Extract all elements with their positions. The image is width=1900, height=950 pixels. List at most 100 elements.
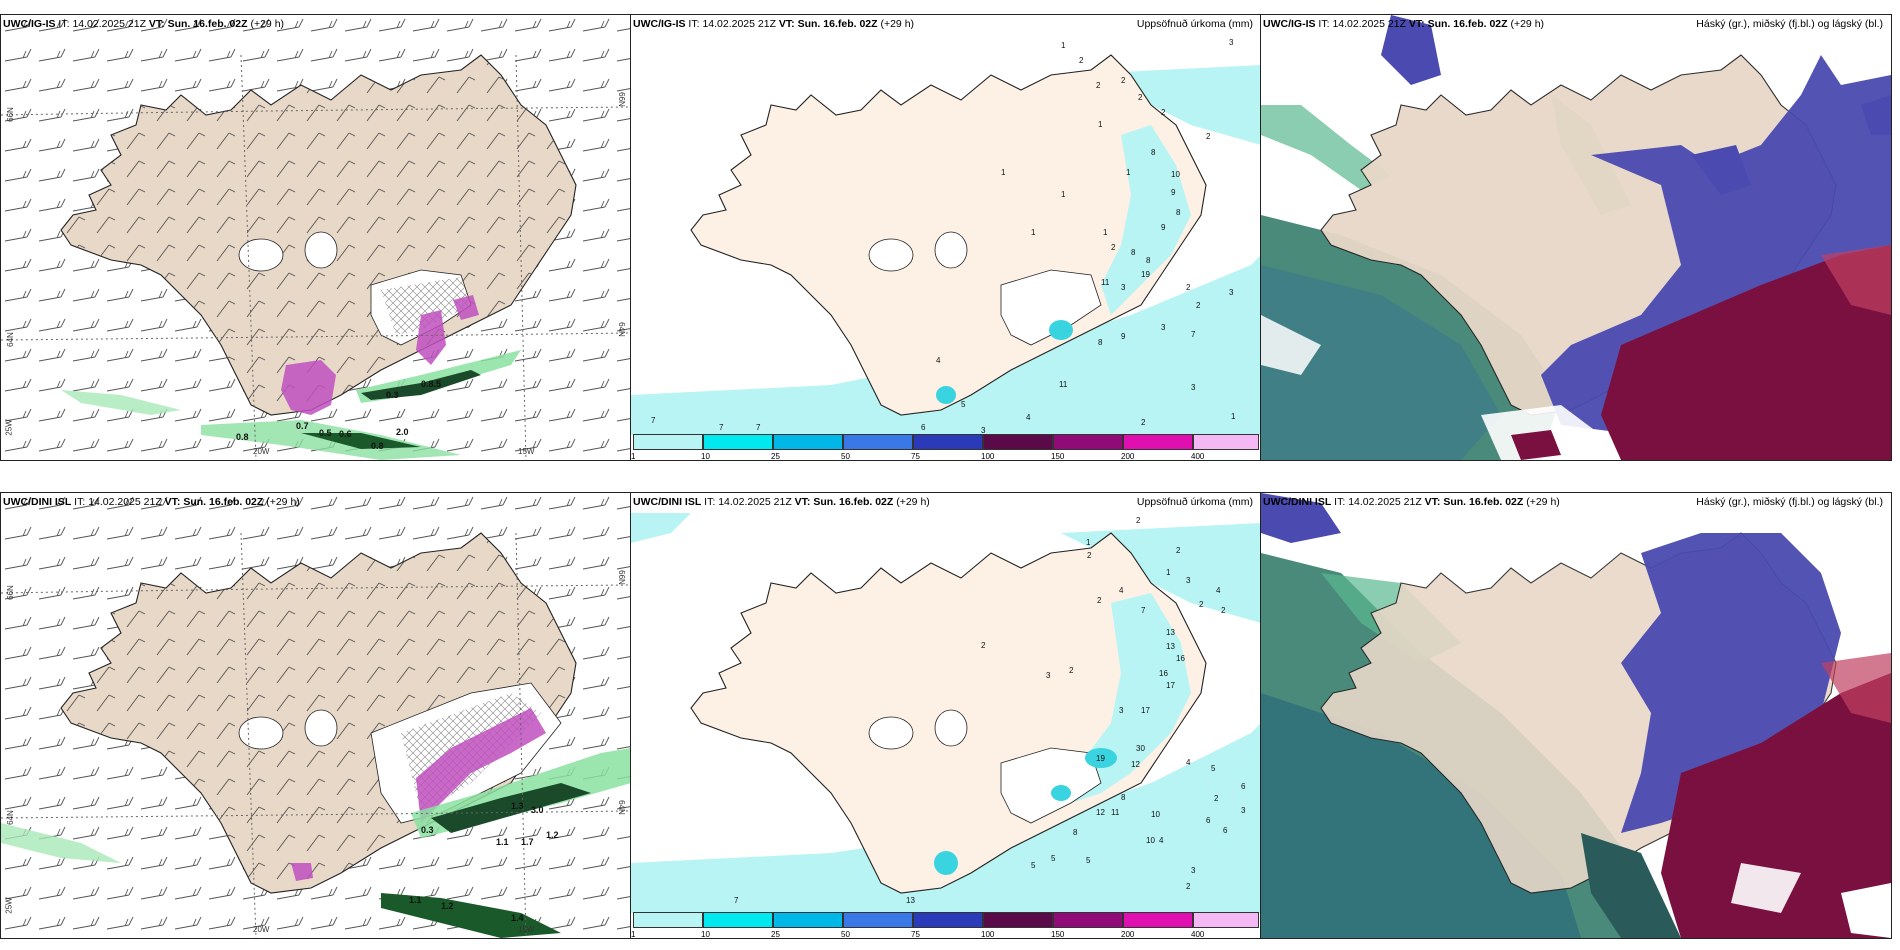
svg-text:12: 12 — [1096, 808, 1105, 817]
svg-text:1: 1 — [1061, 41, 1066, 50]
colorbar: 1 10 25 50 75 100 150 200 400 — [631, 910, 1261, 938]
lon-label: 25W — [4, 419, 14, 436]
svg-text:10: 10 — [1146, 836, 1155, 845]
svg-text:4: 4 — [936, 356, 941, 365]
lat-label: 66N — [617, 570, 627, 585]
svg-text:7: 7 — [734, 896, 739, 905]
wind-label: 0.3 — [386, 390, 399, 400]
svg-text:8: 8 — [1098, 338, 1103, 347]
svg-text:9: 9 — [1161, 223, 1166, 232]
svg-text:3: 3 — [1229, 38, 1234, 47]
svg-text:8: 8 — [1121, 793, 1126, 802]
svg-text:1: 1 — [1103, 228, 1108, 237]
svg-text:6: 6 — [1241, 782, 1246, 791]
svg-text:2: 2 — [1079, 56, 1084, 65]
precip-map: 3 1 2 2 2 2 2 2 1 8 10 9 8 9 8 1 1 1 1 2… — [631, 38, 1261, 435]
svg-text:2: 2 — [1141, 418, 1146, 427]
wind-label: 1.7 — [521, 837, 534, 847]
wind-label: 1.1 — [409, 895, 422, 905]
wind-label: 0.8 — [371, 441, 384, 451]
svg-text:13: 13 — [1166, 628, 1175, 637]
lat-label: 66N — [5, 585, 15, 600]
svg-text:5: 5 — [1086, 856, 1091, 865]
wind-label: 0.5 — [319, 428, 332, 438]
svg-text:3: 3 — [1121, 283, 1126, 292]
svg-text:3: 3 — [1046, 671, 1051, 680]
svg-text:4: 4 — [1159, 836, 1164, 845]
svg-text:13: 13 — [1166, 642, 1175, 651]
svg-text:2: 2 — [1111, 243, 1116, 252]
wind-panel-row1: UWC/IG-IS IT: 14.02.2025 21Z VT: Sun. 16… — [0, 14, 632, 461]
svg-text:2: 2 — [1087, 551, 1092, 560]
svg-text:2: 2 — [1161, 108, 1166, 117]
precip-panel-row1: UWC/IG-IS IT: 14.02.2025 21Z VT: Sun. 16… — [630, 14, 1262, 461]
wind-map: 0.8 0.5 0.6 0.7 0.8 2.0 0.3 0.8.5 — [1, 15, 631, 460]
panel-header: UWC/DINI ISL IT: 14.02.2025 21Z VT: Sun.… — [1263, 496, 1560, 508]
svg-text:2: 2 — [1199, 600, 1204, 609]
svg-text:1: 1 — [1166, 568, 1171, 577]
svg-text:19: 19 — [1141, 270, 1150, 279]
svg-text:5: 5 — [961, 400, 966, 409]
svg-text:1: 1 — [1098, 120, 1103, 129]
wind-label: 0.8 — [236, 432, 249, 442]
panel-header: UWC/DINI ISL IT: 14.02.2025 21Z VT: Sun.… — [633, 496, 930, 508]
svg-text:4: 4 — [1216, 586, 1221, 595]
wind-label: 2.0 — [396, 427, 409, 437]
wind-label: 0.8.5 — [421, 379, 441, 389]
panel-title: Uppsöfnuð úrkoma (mm) — [1136, 496, 1253, 508]
svg-text:2: 2 — [1186, 882, 1191, 891]
svg-text:11: 11 — [1059, 380, 1068, 389]
panel-title: Uppsöfnuð úrkoma (mm) — [1136, 18, 1253, 30]
svg-text:1: 1 — [1001, 168, 1006, 177]
wind-label: 1.2 — [441, 901, 454, 911]
svg-text:11: 11 — [1111, 808, 1120, 817]
wind-label: 3.0 — [531, 805, 544, 815]
lat-label: 64N — [5, 332, 15, 347]
panel-title: Háský (gr.), miðský (fj.bl.) og lágský (… — [1696, 18, 1883, 30]
svg-text:16: 16 — [1159, 669, 1168, 678]
wind-label: 1.1 — [496, 837, 509, 847]
wind-map: 1.1 1.2 1.4 1.1 1.7 1.2 1.3 3.0 0.3 — [1, 493, 631, 938]
wind-panel-row2: UWC/DINI ISL IT: 14.02.2025 21Z VT: Sun.… — [0, 492, 632, 939]
svg-text:3: 3 — [981, 426, 986, 435]
lon-label: 15W — [518, 925, 535, 934]
svg-text:2: 2 — [1121, 76, 1126, 85]
svg-text:3: 3 — [1191, 866, 1196, 875]
svg-text:5: 5 — [1211, 764, 1216, 773]
svg-text:2: 2 — [1096, 81, 1101, 90]
svg-text:17: 17 — [1141, 706, 1150, 715]
cloud-panel-row2: UWC/DINI ISL IT: 14.02.2025 21Z VT: Sun.… — [1260, 492, 1892, 939]
wind-label: 0.3 — [421, 825, 434, 835]
svg-text:4: 4 — [1186, 758, 1191, 767]
svg-text:2: 2 — [1221, 606, 1226, 615]
panel-header: UWC/DINI ISL IT: 14.02.2025 21Z VT: Sun.… — [3, 496, 300, 508]
svg-text:9: 9 — [1121, 332, 1126, 341]
lat-label: 64N — [617, 322, 627, 337]
svg-text:7: 7 — [651, 416, 656, 425]
svg-text:7: 7 — [1191, 330, 1196, 339]
lon-label: 15W — [518, 447, 535, 456]
svg-text:8: 8 — [1146, 256, 1151, 265]
precip-values: 2 1 2 2 1 3 4 7 2 2 4 2 13 13 16 16 17 1… — [734, 516, 1246, 905]
precip-panel-row2: UWC/DINI ISL IT: 14.02.2025 21Z VT: Sun.… — [630, 492, 1262, 939]
svg-text:2: 2 — [1176, 546, 1181, 555]
lat-label: 66N — [5, 107, 15, 122]
cloud-map — [1261, 493, 1891, 938]
svg-text:10: 10 — [1151, 810, 1160, 819]
wind-label: 1.2 — [546, 830, 559, 840]
svg-text:4: 4 — [1119, 586, 1124, 595]
svg-text:2: 2 — [1138, 93, 1143, 102]
precip-values: 3 1 2 2 2 2 2 2 1 8 10 9 8 9 8 1 1 1 1 2… — [651, 38, 1236, 435]
svg-text:17: 17 — [1166, 681, 1175, 690]
wind-label: 0.6 — [339, 429, 352, 439]
panel-header: UWC/IG-IS IT: 14.02.2025 21Z VT: Sun. 16… — [3, 18, 285, 30]
svg-text:9: 9 — [1171, 188, 1176, 197]
svg-text:2: 2 — [1206, 132, 1211, 141]
panel-title: Háský (gr.), miðský (fj.bl.) og lágský (… — [1696, 496, 1883, 508]
svg-text:1: 1 — [1086, 538, 1091, 547]
svg-text:8: 8 — [1176, 208, 1181, 217]
svg-text:2: 2 — [1136, 516, 1141, 525]
lon-label: 20W — [253, 447, 270, 456]
svg-text:2: 2 — [1186, 283, 1191, 292]
svg-text:8: 8 — [1131, 248, 1136, 257]
